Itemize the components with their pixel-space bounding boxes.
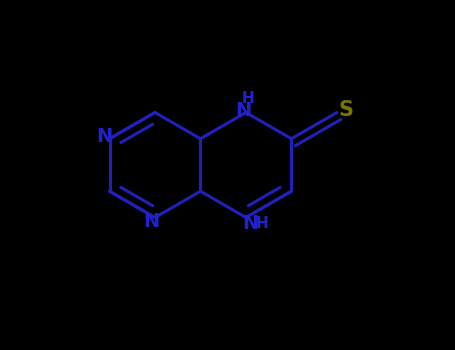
- Text: N: N: [242, 214, 258, 233]
- Text: H: H: [256, 216, 268, 231]
- Text: N: N: [235, 100, 252, 119]
- Text: H: H: [242, 91, 255, 106]
- Text: S: S: [339, 100, 354, 120]
- Text: N: N: [143, 212, 159, 231]
- Text: N: N: [96, 127, 113, 146]
